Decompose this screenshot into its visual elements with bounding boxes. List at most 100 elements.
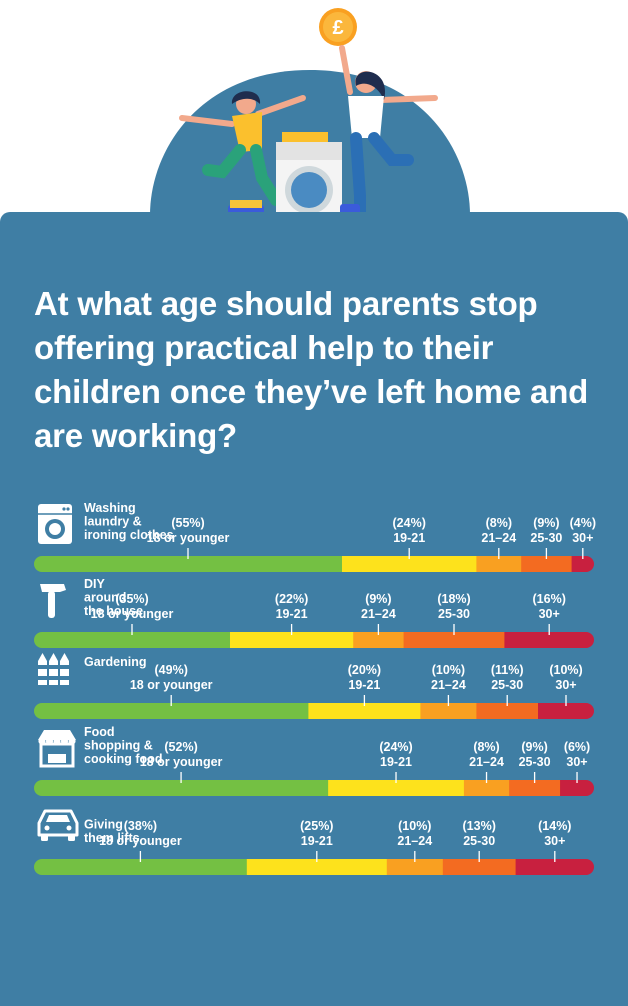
bar-segment — [515, 859, 594, 875]
category-label: DIY — [84, 577, 106, 591]
percent-label: (52%) — [164, 740, 197, 754]
category-label: Gardening — [84, 655, 147, 669]
age-label: 19-21 — [276, 607, 308, 621]
percent-label: (14%) — [538, 819, 571, 833]
chart-title: At what age should parents stop offering… — [34, 285, 589, 454]
bar-segment — [403, 632, 505, 648]
percent-label: (10%) — [549, 663, 582, 677]
percent-label: (6%) — [564, 740, 590, 754]
percent-label: (24%) — [379, 740, 412, 754]
percent-label: (8%) — [473, 740, 499, 754]
bar-segment — [538, 703, 594, 719]
bar-segment — [34, 556, 343, 572]
bar-segment — [571, 556, 594, 572]
category-label: Washing — [84, 501, 136, 515]
percent-label: (25%) — [300, 819, 333, 833]
pound-coin-icon: £ — [319, 8, 357, 46]
category-label: them lifts — [84, 831, 140, 845]
bar-segment — [521, 556, 573, 572]
percent-label: (35%) — [115, 592, 148, 606]
percent-label: (8%) — [486, 516, 512, 530]
bar-segment — [34, 859, 248, 875]
percent-label: (18%) — [437, 592, 470, 606]
age-label: 18 or younger — [99, 834, 182, 848]
bar-segment — [353, 632, 405, 648]
bar-segment — [509, 780, 561, 796]
percent-label: (9%) — [365, 592, 391, 606]
bar-segment — [386, 859, 444, 875]
category-label: cooking food — [84, 752, 162, 766]
age-label: 30+ — [566, 755, 587, 769]
bar-segment — [420, 703, 477, 719]
bar-segment — [342, 556, 477, 572]
age-label: 18 or younger — [91, 607, 174, 621]
percent-label: (38%) — [124, 819, 157, 833]
percent-label: (55%) — [171, 516, 204, 530]
bar-segment — [230, 632, 354, 648]
category-label: ironing clothes — [84, 528, 174, 542]
bar-segment — [246, 859, 388, 875]
bar-segment — [308, 703, 421, 719]
bar-segment — [34, 780, 329, 796]
category-label: Giving — [84, 818, 123, 832]
age-label: 18 or younger — [140, 755, 223, 769]
age-label: 18 or younger — [147, 531, 230, 545]
percent-label: (10%) — [398, 819, 431, 833]
age-label: 19-21 — [301, 834, 333, 848]
car-icon — [37, 809, 79, 841]
age-label: 21–24 — [481, 531, 516, 545]
age-label: 30+ — [572, 531, 593, 545]
percent-label: (4%) — [570, 516, 596, 530]
age-label: 19-21 — [380, 755, 412, 769]
washing-machine-icon — [38, 504, 72, 544]
shop-icon — [38, 730, 76, 768]
percent-label: (9%) — [521, 740, 547, 754]
age-label: 18 or younger — [130, 678, 213, 692]
percent-label: (10%) — [432, 663, 465, 677]
age-label: 21–24 — [431, 678, 466, 692]
fence-icon — [36, 653, 71, 685]
hero-illustration: £ — [150, 8, 470, 240]
percent-label: (13%) — [463, 819, 496, 833]
age-label: 30+ — [555, 678, 576, 692]
hammer-icon — [40, 584, 66, 618]
category-label: shopping & — [84, 739, 153, 753]
bar-segment — [442, 859, 517, 875]
percent-label: (22%) — [275, 592, 308, 606]
percent-label: (49%) — [155, 663, 188, 677]
bar-segment — [34, 632, 231, 648]
age-label: 25-30 — [438, 607, 470, 621]
bar-segment — [476, 703, 539, 719]
bar-segment — [504, 632, 594, 648]
bar-segment — [560, 780, 594, 796]
percent-label: (11%) — [491, 663, 524, 677]
bar-segment — [476, 556, 522, 572]
age-label: 25-30 — [519, 755, 551, 769]
age-label: 25-30 — [463, 834, 495, 848]
percent-label: (20%) — [348, 663, 381, 677]
percent-label: (9%) — [533, 516, 559, 530]
washing-machine-illustration — [276, 132, 342, 232]
bar-segment — [34, 703, 309, 719]
age-label: 25-30 — [491, 678, 523, 692]
age-label: 21–24 — [361, 607, 396, 621]
age-label: 21–24 — [469, 755, 504, 769]
bar-segment — [463, 780, 510, 796]
bar-segment — [328, 780, 465, 796]
age-label: 19-21 — [348, 678, 380, 692]
svg-text:£: £ — [332, 17, 343, 39]
age-label: 30+ — [539, 607, 560, 621]
percent-label: (16%) — [533, 592, 566, 606]
age-label: 21–24 — [397, 834, 432, 848]
category-label: Food — [84, 725, 115, 739]
category-label: laundry & — [84, 515, 142, 529]
chart-row: Gardening (49%)18 or younger (20%)19-21 (10… — [34, 653, 594, 719]
age-label: 25-30 — [530, 531, 562, 545]
age-label: 30+ — [544, 834, 565, 848]
percent-label: (24%) — [393, 516, 426, 530]
